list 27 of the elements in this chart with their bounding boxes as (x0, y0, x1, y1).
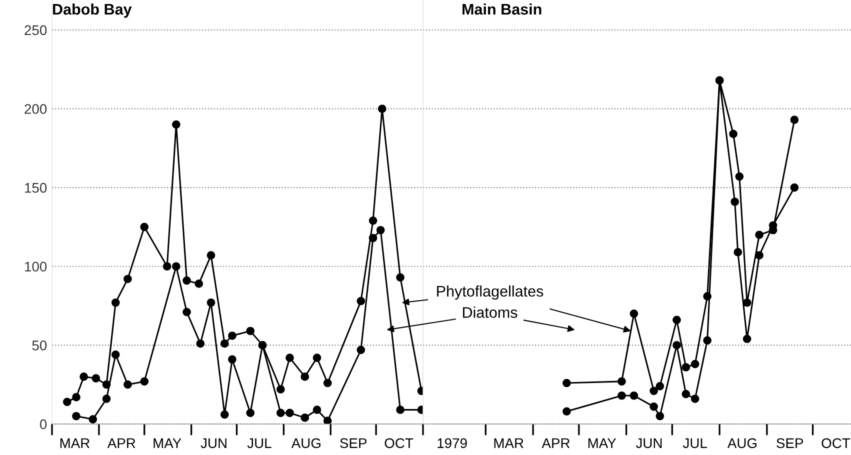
annotation: Diatoms (463, 306, 518, 318)
x-tick-label: MAY (154, 438, 182, 448)
x-tick-label: MAR (60, 438, 90, 448)
y-tick-label: 100 (25, 262, 47, 272)
x-tick-label: APR (107, 438, 136, 448)
x-tick-label: SEP (776, 438, 804, 448)
x-tick-label: AUG (291, 438, 320, 448)
x-tick-label: OCT (384, 438, 414, 448)
chart-title: Dabob Bay (53, 3, 132, 18)
x-tick-label: AUG (727, 438, 756, 448)
x-tick-label: JUN (200, 438, 226, 448)
y-tick-label: 250 (24, 25, 47, 36)
x-tick-label: SEP (340, 438, 367, 448)
x-tick-label: MAY (588, 438, 616, 448)
x-tick-label: APR (542, 438, 570, 448)
x-tick-label: JUL (682, 438, 707, 448)
y-tick-label: 50 (32, 340, 47, 350)
x-tick-label: 1979 (438, 438, 467, 448)
y-tick-label: 200 (24, 104, 47, 114)
x-tick-label: JUL (247, 438, 272, 448)
y-tick-label: 150 (25, 182, 47, 193)
x-tick-label: JUN (636, 438, 662, 448)
annotation: Phytoflagellates (437, 285, 544, 300)
chart-title: Main Basin (462, 3, 542, 15)
x-tick-label: MAR (494, 438, 524, 448)
y-tick-label: 0 (40, 419, 47, 430)
x-tick-label: OCT (822, 438, 850, 448)
